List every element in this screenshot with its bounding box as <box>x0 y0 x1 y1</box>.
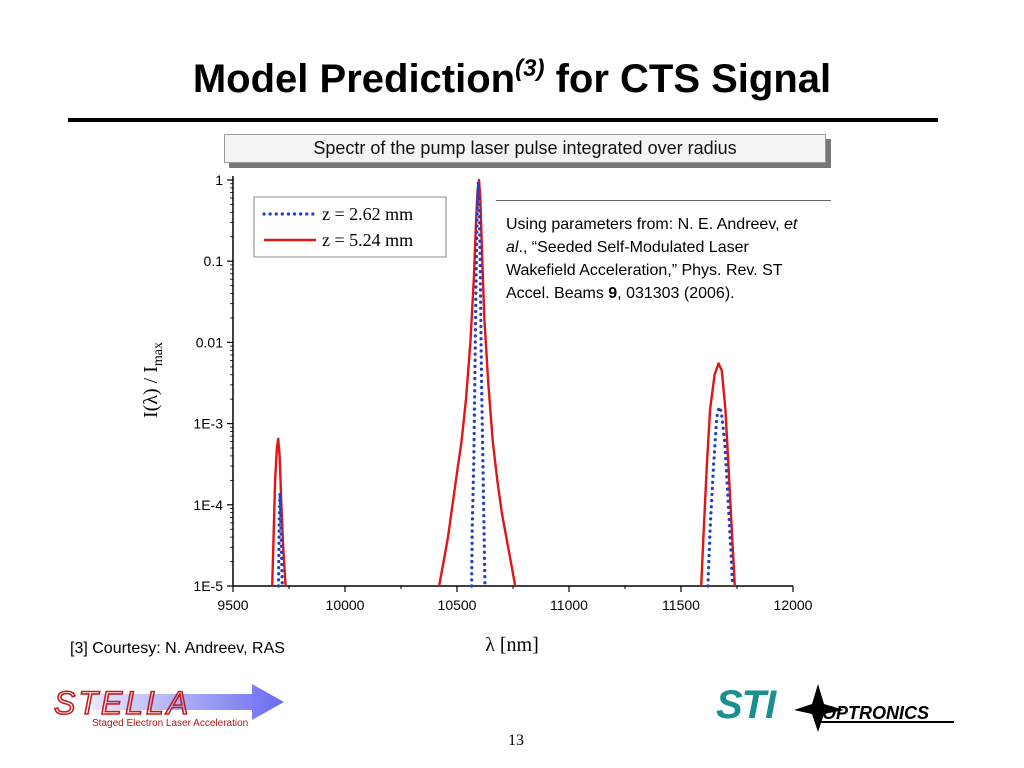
annotation-line-4-text: Accel. Beams <box>506 285 609 302</box>
stella-subtitle: Staged Electron Laser Acceleration <box>92 718 249 729</box>
series-z262-peak-1 <box>276 492 284 588</box>
x-tick-label: 12000 <box>774 597 813 613</box>
legend-entry: z = 5.24 mm <box>322 230 413 250</box>
annotation-line-2: al., “Seeded Self-Modulated Laser <box>506 236 831 259</box>
annotation-line-2-italic: al <box>506 239 519 256</box>
chart-axes: 9500 10000 10500 11000 11500 12000 1 0.1 0.01 1E-… <box>193 172 812 613</box>
title-superscript: (3) <box>515 55 545 82</box>
chart-title: Spectr of the pump laser pulse integrate… <box>224 134 826 163</box>
annotation-line-2-text: ., “Seeded Self-Modulated Laser <box>518 239 749 256</box>
y-tick-label: 1 <box>215 172 223 188</box>
x-tick-label: 11000 <box>550 597 588 613</box>
chart-legend: z = 2.62 mm z = 5.24 mm <box>253 196 447 258</box>
annotation-line-1-text: Using parameters from: N. E. Andreev, <box>506 216 785 233</box>
x-tick-label: 11500 <box>662 597 700 613</box>
sti-logo <box>794 684 954 732</box>
parameters-annotation: Using parameters from: N. E. Andreev, et… <box>496 200 831 310</box>
title-main: Model Prediction <box>192 57 516 101</box>
y-tick-label: 1E-3 <box>193 416 223 432</box>
title-rest: for CTS Signal <box>544 57 832 101</box>
y-tick-label: 0.01 <box>196 334 223 350</box>
legend-box <box>253 196 447 258</box>
sti-logo-text: STI <box>716 683 776 727</box>
y-axis-label: I(λ) / Imax <box>140 342 166 418</box>
stella-arrow-icon <box>92 684 284 720</box>
page-title: Model Prediction(3) for CTS Signal <box>0 55 1024 102</box>
annotation-line-3: Wakefield Acceleration,” Phys. Rev. ST <box>506 262 783 279</box>
title-rule <box>68 118 938 122</box>
series-z262-peak-2 <box>470 181 487 588</box>
x-tick-label: 10000 <box>326 597 365 613</box>
x-tick-label: 10500 <box>438 597 477 613</box>
series-z262-peak-3 <box>706 402 735 588</box>
courtesy-footnote: [3] Courtesy: N. Andreev, RAS <box>70 640 285 657</box>
stella-logo: STELLA <box>53 684 284 722</box>
x-axis-label: λ [nm] <box>485 634 539 656</box>
annotation-line-1: Using parameters from: N. E. Andreev, et <box>506 213 831 236</box>
annotation-line-4: Accel. Beams 9, 031303 (2006). <box>506 282 831 305</box>
x-tick-label: 9500 <box>217 597 248 613</box>
legend-entry: z = 2.62 mm <box>322 204 413 224</box>
sti-optronics-text: OPTRONICS <box>822 703 930 723</box>
y-tick-label: 1E-5 <box>193 578 223 594</box>
stella-logo-text: STELLA <box>54 685 191 721</box>
y-axis-label-sub: max <box>151 342 166 366</box>
annotation-line-1-italic: et <box>784 216 798 233</box>
y-tick-label: 0.1 <box>204 253 224 269</box>
page-number: 13 <box>508 732 524 749</box>
y-tick-label: 1E-4 <box>193 497 223 513</box>
chart-series <box>271 178 736 588</box>
series-z524-peak-1 <box>271 437 287 587</box>
series-z524-peak-3 <box>700 362 736 587</box>
annotation-volume: 9 <box>608 285 618 302</box>
sti-star-icon <box>794 684 844 732</box>
y-axis-label-main: I(λ) / I <box>140 366 162 418</box>
annotation-line-4-rest: , 031303 (2006). <box>617 285 735 302</box>
